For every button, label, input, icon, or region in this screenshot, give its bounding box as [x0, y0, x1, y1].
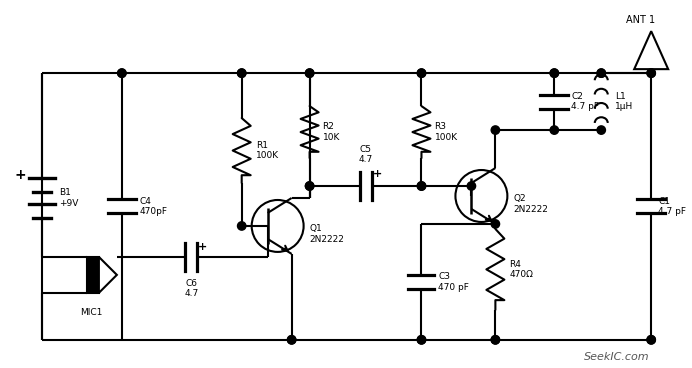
Text: C6
4.7: C6 4.7 [184, 279, 199, 298]
Text: C3
470 pF: C3 470 pF [439, 272, 469, 291]
Circle shape [647, 336, 655, 344]
Circle shape [287, 336, 296, 344]
Circle shape [287, 336, 296, 344]
Circle shape [491, 336, 500, 344]
Circle shape [491, 220, 500, 228]
Circle shape [237, 69, 246, 77]
Circle shape [550, 126, 558, 134]
Polygon shape [99, 257, 117, 293]
Circle shape [467, 182, 475, 190]
Text: C4
470pF: C4 470pF [140, 197, 168, 216]
Circle shape [305, 182, 313, 190]
Circle shape [647, 69, 655, 77]
Circle shape [305, 69, 313, 77]
Polygon shape [634, 31, 668, 69]
Circle shape [237, 69, 246, 77]
Circle shape [597, 69, 606, 77]
Circle shape [647, 69, 655, 77]
Circle shape [417, 336, 426, 344]
Circle shape [417, 69, 426, 77]
Text: R1
100K: R1 100K [255, 141, 279, 160]
Circle shape [118, 69, 126, 77]
Text: B1
+9V: B1 +9V [59, 188, 78, 208]
Text: SeekIC.com: SeekIC.com [583, 352, 649, 362]
Text: L1
1μH: L1 1μH [615, 92, 633, 111]
Circle shape [491, 336, 500, 344]
Text: Q1
2N2222: Q1 2N2222 [309, 224, 345, 244]
Bar [87, 257, 99, 293]
Text: ANT 1: ANT 1 [626, 15, 655, 25]
Text: Q2
2N2222: Q2 2N2222 [513, 194, 548, 214]
Circle shape [417, 336, 426, 344]
Text: MIC1: MIC1 [80, 308, 102, 317]
Text: C1
4.7 pF: C1 4.7 pF [658, 197, 686, 216]
Circle shape [647, 336, 655, 344]
Text: C5
4.7: C5 4.7 [358, 145, 373, 164]
Circle shape [305, 182, 313, 190]
Text: +: + [372, 169, 382, 179]
Circle shape [550, 69, 558, 77]
Circle shape [597, 126, 606, 134]
Circle shape [417, 69, 426, 77]
Text: R4
470Ω: R4 470Ω [509, 260, 534, 279]
Circle shape [417, 182, 426, 190]
Circle shape [417, 182, 426, 190]
Text: R3
100K: R3 100K [435, 123, 457, 142]
Text: R2
10K: R2 10K [322, 123, 340, 142]
Text: C2
4.7 pF: C2 4.7 pF [572, 92, 599, 111]
Circle shape [118, 69, 126, 77]
Circle shape [305, 69, 313, 77]
Text: +: + [198, 242, 208, 252]
Circle shape [237, 222, 246, 230]
Circle shape [491, 126, 500, 134]
Circle shape [597, 69, 606, 77]
Text: +: + [14, 168, 26, 182]
Circle shape [550, 69, 558, 77]
